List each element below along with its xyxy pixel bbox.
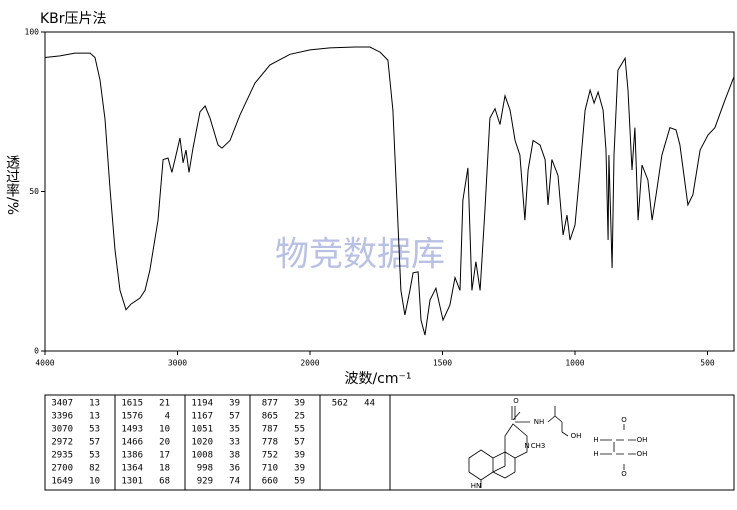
peak-wavenumber: 3407 (51, 399, 73, 409)
peak-transmittance: 36 (229, 464, 240, 474)
peak-transmittance: 57 (229, 412, 240, 422)
x-tick-label: 2000 (300, 359, 319, 368)
structure-label: O (621, 416, 627, 424)
peak-wavenumber: 787 (262, 425, 278, 435)
peak-wavenumber: 1386 (121, 451, 143, 461)
peak-wavenumber: 1466 (121, 438, 143, 448)
peak-transmittance: 55 (294, 425, 305, 435)
peak-transmittance: 35 (229, 425, 240, 435)
peak-wavenumber: 752 (262, 451, 278, 461)
structure-label: OH (637, 436, 648, 444)
peak-wavenumber: 778 (262, 438, 278, 448)
peak-transmittance: 21 (159, 399, 170, 409)
peak-transmittance: 39 (294, 451, 305, 461)
structure-label: NH (534, 418, 545, 426)
peak-wavenumber: 1649 (51, 477, 73, 487)
peak-wavenumber: 998 (197, 464, 213, 474)
x-tick-label: 500 (700, 359, 715, 368)
peak-wavenumber: 865 (262, 412, 278, 422)
x-tick-label: 1000 (565, 359, 584, 368)
peak-wavenumber: 929 (197, 477, 213, 487)
peak-transmittance: 68 (159, 477, 170, 487)
peak-transmittance: 38 (229, 451, 240, 461)
structure-label: OH (571, 432, 582, 440)
peak-wavenumber: 1364 (121, 464, 143, 474)
y-tick-label: 50 (29, 187, 39, 196)
y-tick-label: 0 (34, 347, 39, 356)
peak-transmittance: 10 (89, 477, 100, 487)
peak-wavenumber: 1493 (121, 425, 143, 435)
structure-label: N (524, 442, 529, 450)
peak-transmittance: 10 (159, 425, 170, 435)
x-tick-label: 4000 (35, 359, 54, 368)
structure-label: CH3 (531, 442, 546, 450)
peak-transmittance: 4 (165, 412, 170, 422)
peak-transmittance: 18 (159, 464, 170, 474)
structure-label: OH (637, 450, 648, 458)
peak-transmittance: 53 (89, 425, 100, 435)
peak-transmittance: 20 (159, 438, 170, 448)
peak-transmittance: 53 (89, 451, 100, 461)
structure-label: H (593, 450, 598, 458)
peak-wavenumber: 1301 (121, 477, 143, 487)
peak-wavenumber: 1576 (121, 412, 143, 422)
peak-transmittance: 44 (364, 399, 375, 409)
peak-transmittance: 39 (229, 399, 240, 409)
peak-wavenumber: 1008 (191, 451, 213, 461)
spectrum-line (44, 46, 735, 336)
peak-transmittance: 25 (294, 412, 305, 422)
structure (468, 406, 636, 488)
peak-transmittance: 13 (89, 399, 100, 409)
peak-wavenumber: 2972 (51, 438, 73, 448)
peak-wavenumber: 1615 (121, 399, 143, 409)
structure-label: O (513, 397, 519, 405)
peak-wavenumber: 1020 (191, 438, 213, 448)
peak-wavenumber: 3396 (51, 412, 73, 422)
peak-wavenumber: 2700 (51, 464, 73, 474)
peak-wavenumber: 3070 (51, 425, 73, 435)
x-axis-label: 波数/cm⁻¹ (344, 371, 411, 387)
structure-label: O (621, 470, 627, 478)
peak-wavenumber: 562 (332, 399, 348, 409)
peak-wavenumber: 2935 (51, 451, 73, 461)
peak-transmittance: 82 (89, 464, 100, 474)
peak-wavenumber: 660 (262, 477, 278, 487)
peak-wavenumber: 1167 (191, 412, 213, 422)
watermark: 物竞数据库 (275, 235, 445, 275)
peak-wavenumber: 1194 (191, 399, 213, 409)
y-axis-label: 透过率/% (4, 155, 20, 215)
peak-transmittance: 57 (294, 438, 305, 448)
peak-transmittance: 59 (294, 477, 305, 487)
peak-transmittance: 13 (89, 412, 100, 422)
y-tick-label: 100 (25, 28, 40, 37)
peak-transmittance: 39 (294, 464, 305, 474)
chart-title: KBr压片法 (40, 11, 107, 27)
peak-wavenumber: 710 (262, 464, 278, 474)
structure-label: H (593, 436, 598, 444)
peak-wavenumber: 1051 (191, 425, 213, 435)
peak-transmittance: 33 (229, 438, 240, 448)
peak-transmittance: 39 (294, 399, 305, 409)
peak-transmittance: 57 (89, 438, 100, 448)
x-tick-label: 1500 (433, 359, 452, 368)
structure-label: HN (471, 482, 482, 490)
x-tick-label: 3000 (168, 359, 187, 368)
peak-transmittance: 74 (229, 477, 240, 487)
peak-transmittance: 17 (159, 451, 170, 461)
peak-wavenumber: 877 (262, 399, 278, 409)
